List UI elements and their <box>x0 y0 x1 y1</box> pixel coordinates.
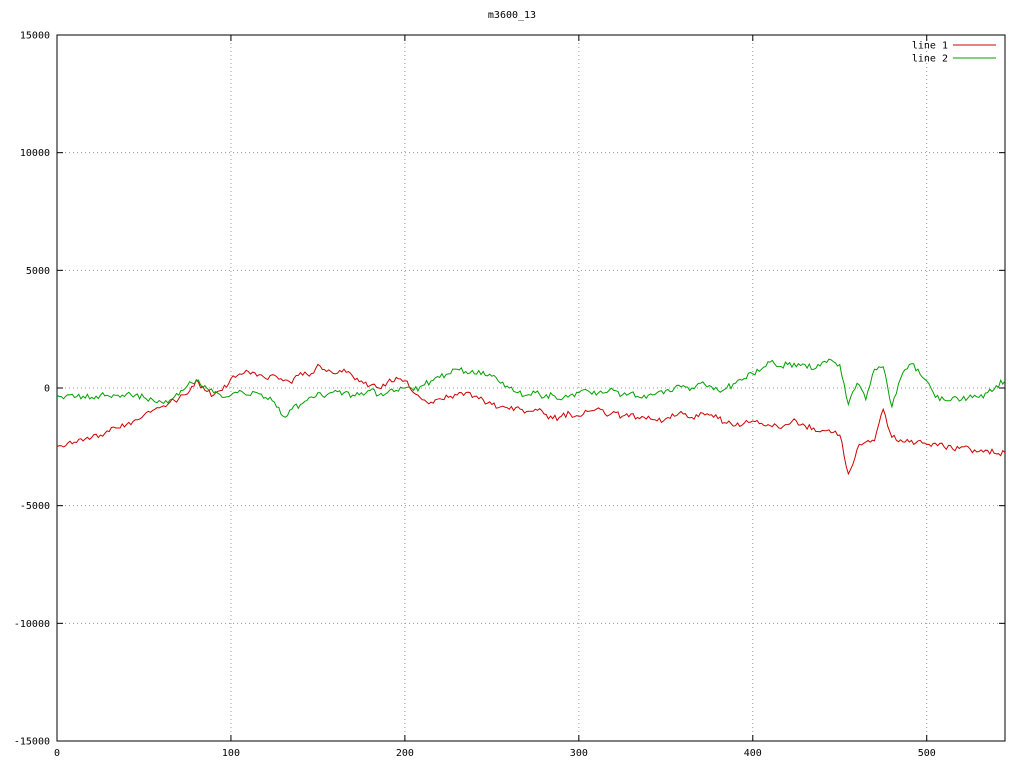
y-axis-tick-label: 0 <box>44 384 50 395</box>
x-axis-tick-label: 0 <box>54 748 60 759</box>
chart-title: m3600_13 <box>487 10 537 21</box>
x-axis-tick-label: 500 <box>918 748 936 759</box>
x-axis-tick-label: 300 <box>570 748 588 759</box>
y-axis-tick-label: -15000 <box>14 737 50 748</box>
plot-border <box>56 34 1006 742</box>
x-axis-tick-label: 200 <box>396 748 414 759</box>
y-axis-tick-label: -10000 <box>14 619 50 630</box>
y-axis-tick-label: 15000 <box>20 31 50 42</box>
series-line-2 <box>56 358 1006 418</box>
y-axis-tick-label: 10000 <box>20 148 50 159</box>
legend-label: line 2 <box>912 54 948 65</box>
legend-label: line 1 <box>912 41 948 52</box>
x-axis-tick-label: 400 <box>744 748 762 759</box>
series-line-1 <box>56 363 1006 476</box>
y-axis-tick-label: 5000 <box>26 266 50 277</box>
y-axis-tick-label: -5000 <box>20 501 50 512</box>
x-axis-tick-label: 100 <box>222 748 240 759</box>
